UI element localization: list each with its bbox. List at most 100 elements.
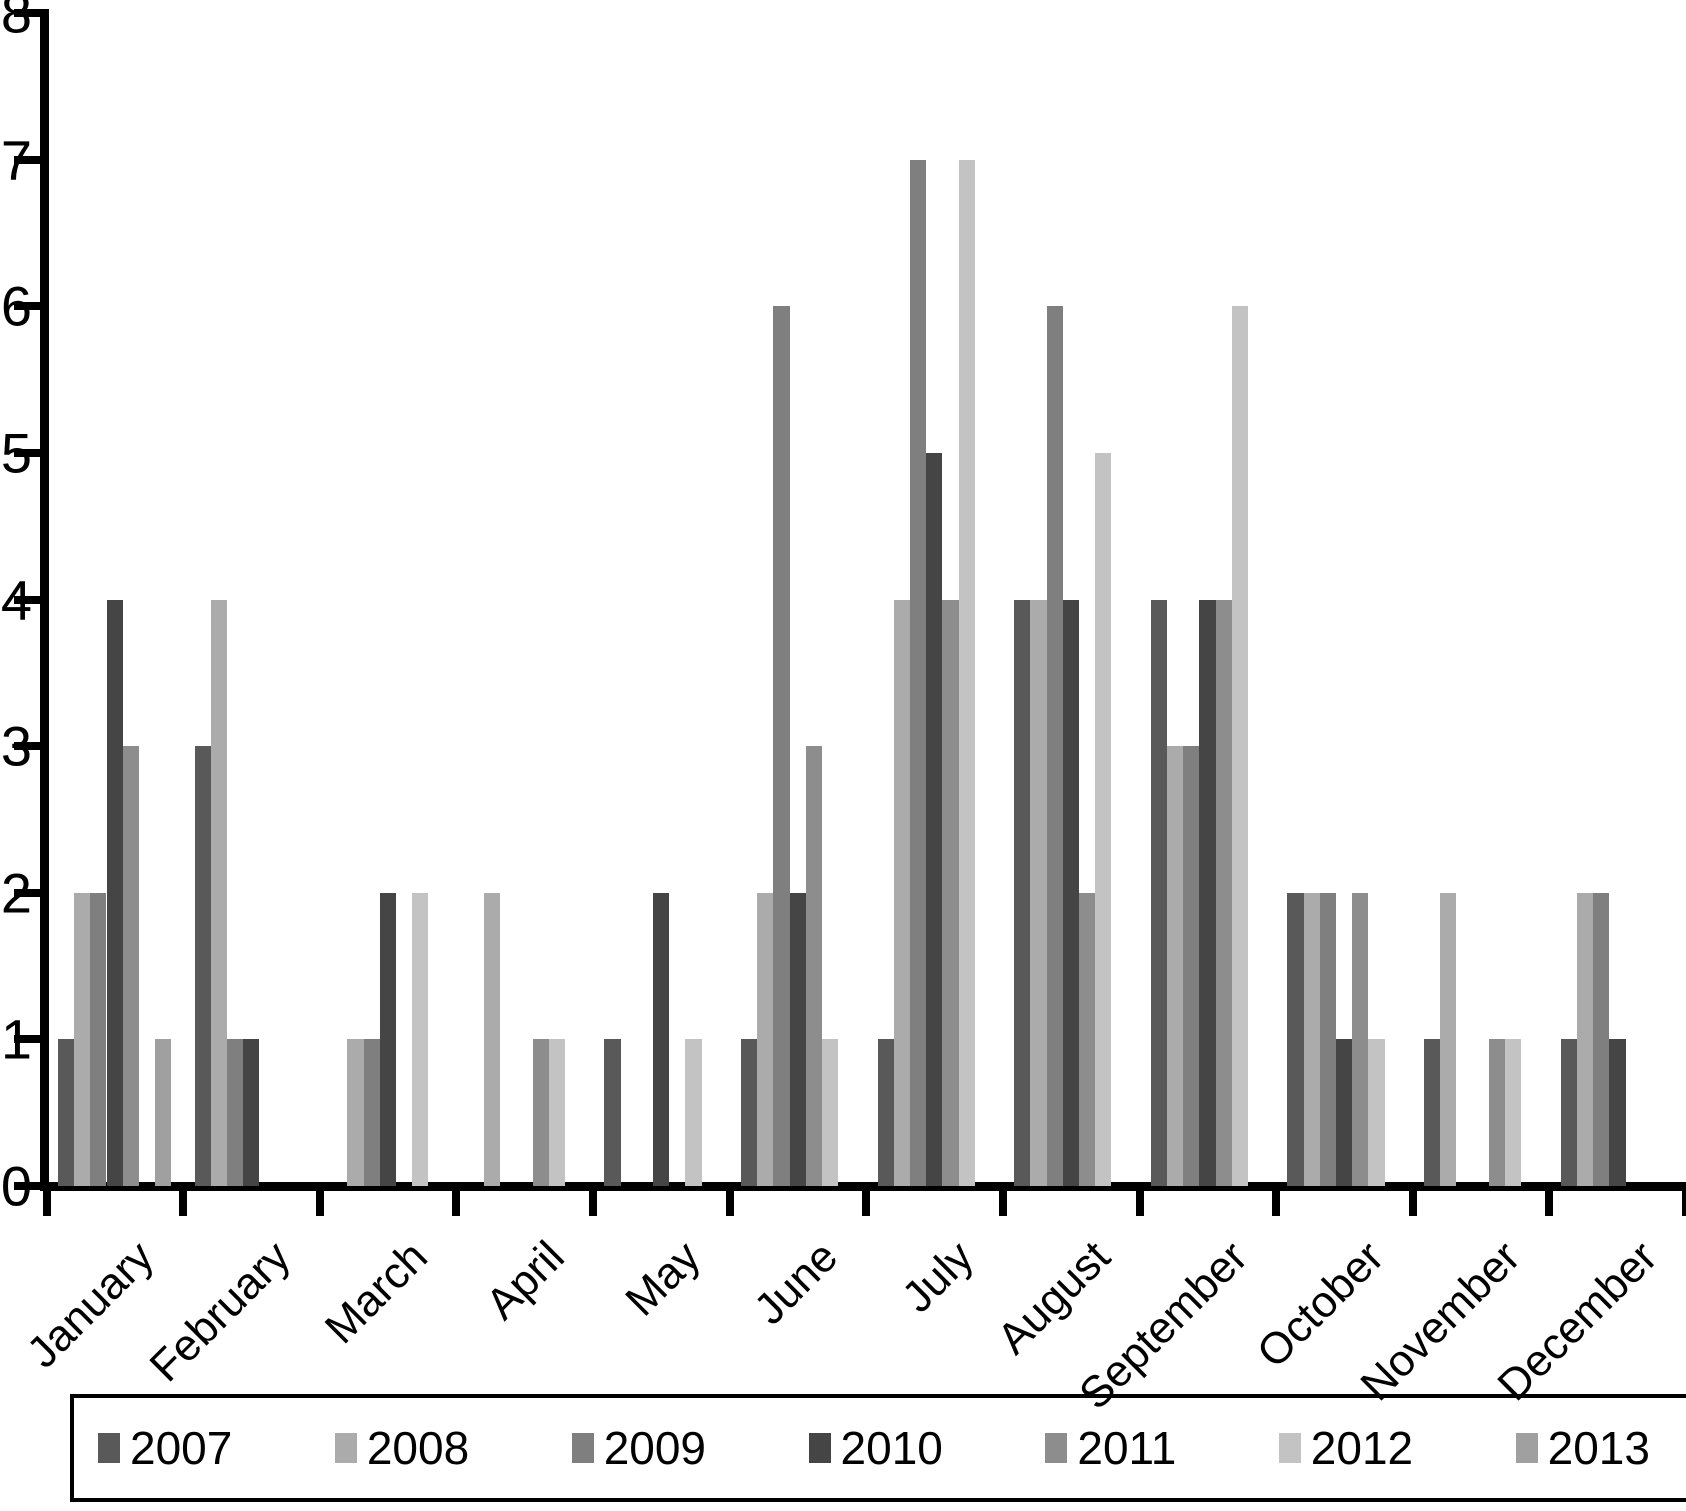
legend-label-2012: 2012: [1310, 1422, 1414, 1474]
bar-2009-march: [363, 1039, 380, 1186]
bar-2008-february: [210, 599, 227, 1186]
x-axis-tick: [1135, 1186, 1144, 1216]
bar-2008-december: [1576, 892, 1594, 1186]
bar-2010-march: [379, 892, 396, 1186]
x-axis-tick: [1408, 1186, 1417, 1216]
y-axis-tick: [14, 155, 40, 164]
bar-2007-may: [604, 1039, 621, 1186]
legend-label-2013: 2013: [1547, 1422, 1650, 1474]
x-axis-tick: [1272, 1186, 1281, 1216]
x-axis-tick: [42, 1186, 51, 1216]
bar-2008-october: [1303, 892, 1320, 1186]
x-axis-tick: [862, 1186, 871, 1216]
y-axis-tick: [14, 449, 40, 457]
legend-swatch-2013: [1515, 1433, 1538, 1463]
bar-2009-august: [1046, 306, 1063, 1186]
bar-2010-july: [926, 453, 943, 1186]
bar-2007-october: [1287, 892, 1304, 1186]
legend: 2007 2008 2009 2010 2011 2012 2013: [70, 1394, 1686, 1502]
bar-2009-june: [773, 306, 790, 1186]
bar-2012-july: [958, 159, 975, 1186]
legend-entry-2007: 2007: [98, 1421, 232, 1475]
legend-swatch-2009: [571, 1433, 594, 1463]
bar-2010-september: [1199, 599, 1216, 1186]
legend-entry-2009: 2009: [571, 1421, 707, 1475]
legend-label-2007: 2007: [130, 1422, 233, 1474]
legend-swatch-2011: [1045, 1433, 1068, 1463]
bar-2012-june: [822, 1039, 839, 1186]
bar-2009-september: [1183, 746, 1200, 1186]
x-axis-label-april: April: [476, 1232, 574, 1329]
legend-entry-2011: 2011: [1045, 1421, 1176, 1475]
y-axis-tick: [14, 1182, 40, 1190]
bar-2008-march: [347, 1039, 364, 1186]
bar-2013-january: [155, 1039, 172, 1186]
y-axis-tick: [14, 595, 40, 604]
x-axis-tick: [1682, 1186, 1686, 1216]
bar-2008-august: [1030, 599, 1047, 1186]
bar-2011-june: [805, 746, 822, 1186]
bar-2010-may: [652, 892, 670, 1186]
legend-entry-2008: 2008: [334, 1421, 470, 1475]
legend-entry-2013: 2013: [1515, 1421, 1650, 1475]
bar-2011-july: [942, 599, 959, 1186]
bar-2007-november: [1424, 1039, 1441, 1186]
legend-label-2008: 2008: [366, 1422, 470, 1474]
bar-2012-april: [548, 1039, 565, 1186]
bar-2012-september: [1231, 306, 1249, 1186]
bar-2009-december: [1593, 892, 1610, 1186]
y-axis-tick: [14, 302, 40, 311]
bar-2007-july: [877, 1039, 894, 1186]
bar-2011-october: [1352, 892, 1369, 1186]
legend-swatch-2012: [1278, 1433, 1301, 1463]
bar-2010-february: [243, 1039, 260, 1186]
bar-2007-december: [1560, 1039, 1577, 1186]
x-axis-label-august: August: [988, 1232, 1120, 1364]
y-axis-tick-label: 8: [0, 0, 32, 45]
legend-entry-2012: 2012: [1278, 1421, 1414, 1475]
bar-2012-october: [1368, 1039, 1385, 1186]
bar-2009-february: [226, 1039, 244, 1186]
legend-swatch-2010: [808, 1433, 831, 1463]
bar-2007-september: [1150, 599, 1168, 1186]
bar-2011-september: [1215, 599, 1232, 1186]
legend-label-2010: 2010: [840, 1422, 943, 1474]
x-axis-tick: [179, 1186, 188, 1216]
bar-2007-august: [1014, 599, 1031, 1186]
y-axis-tick: [14, 888, 40, 897]
bar-2007-february: [194, 746, 211, 1186]
bar-2010-august: [1062, 599, 1080, 1186]
bar-2011-april: [532, 1039, 549, 1186]
bar-2011-november: [1488, 1039, 1506, 1186]
x-axis-label-june: June: [744, 1232, 847, 1335]
bar-2008-september: [1167, 746, 1184, 1186]
x-axis-tick: [998, 1186, 1007, 1216]
legend-label-2009: 2009: [603, 1422, 707, 1474]
bar-2008-november: [1440, 892, 1457, 1186]
legend-swatch-2007: [98, 1433, 120, 1463]
x-axis-tick: [589, 1186, 598, 1216]
y-axis-tick: [14, 9, 40, 18]
x-axis-tick: [452, 1186, 461, 1216]
bar-2008-january: [74, 892, 91, 1186]
x-axis-label-march: March: [315, 1232, 437, 1354]
y-axis-tick: [14, 742, 40, 751]
legend-swatch-2008: [334, 1433, 357, 1463]
legend-entry-2010: 2010: [808, 1421, 943, 1475]
bar-2010-june: [789, 892, 806, 1186]
bar-2011-august: [1079, 892, 1096, 1186]
bar-2012-march: [412, 892, 429, 1186]
bar-2011-january: [122, 746, 139, 1186]
x-axis-label-may: May: [616, 1232, 711, 1326]
x-axis-tick: [1545, 1186, 1554, 1216]
y-axis-tick: [14, 1035, 40, 1044]
bar-2008-july: [893, 599, 910, 1186]
bar-2012-may: [685, 1039, 702, 1186]
bar-2012-august: [1095, 453, 1112, 1186]
x-axis-tick: [725, 1186, 734, 1216]
legend-label-2011: 2011: [1077, 1422, 1177, 1474]
bar-2010-december: [1609, 1039, 1626, 1186]
x-axis-label-july: July: [893, 1232, 984, 1322]
bar-2012-november: [1505, 1039, 1522, 1186]
